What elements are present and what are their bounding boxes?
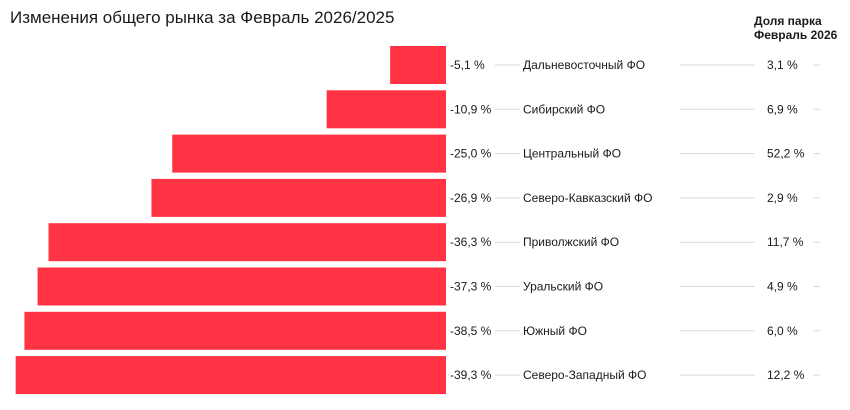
bar-8 bbox=[15, 356, 446, 395]
label-backdrop-8-3 bbox=[755, 367, 813, 384]
label-backdrop-1-3 bbox=[755, 57, 813, 73]
value-label-1: -5,1 % bbox=[450, 58, 485, 72]
label-backdrop-5-3 bbox=[755, 234, 813, 251]
bar-6 bbox=[37, 267, 446, 306]
region-label-3: Центральный ФО bbox=[523, 147, 621, 161]
bar-4 bbox=[151, 178, 446, 217]
region-label-7: Южный ФО bbox=[523, 324, 587, 338]
share-label-1: 3,1 % bbox=[767, 58, 798, 72]
share-label-8: 12,2 % bbox=[767, 368, 805, 382]
label-backdrop-2-1 bbox=[449, 101, 495, 118]
region-label-8: Северо-Западный ФО bbox=[523, 368, 646, 382]
bar-7 bbox=[24, 311, 447, 350]
bar-5 bbox=[48, 223, 446, 262]
share-label-7: 6,0 % bbox=[767, 324, 798, 338]
share-label-2: 6,9 % bbox=[767, 102, 798, 116]
value-label-4: -26,9 % bbox=[450, 191, 492, 205]
share-header-line-2: Февраль 2026 bbox=[754, 28, 838, 42]
bar-3 bbox=[172, 134, 446, 173]
label-backdrop-2-3 bbox=[755, 101, 813, 118]
label-backdrop-7-1 bbox=[449, 322, 495, 339]
label-backdrop-8-2 bbox=[520, 367, 680, 384]
label-backdrop-7-2 bbox=[520, 322, 680, 339]
share-label-3: 52,2 % bbox=[767, 147, 805, 161]
bar-1 bbox=[390, 46, 446, 84]
value-label-3: -25,0 % bbox=[450, 147, 492, 161]
label-backdrop-8-1 bbox=[449, 367, 495, 384]
label-backdrop-2-2 bbox=[520, 101, 680, 118]
label-backdrop-3-2 bbox=[520, 145, 680, 162]
label-backdrop-7-3 bbox=[755, 322, 813, 339]
label-backdrop-4-2 bbox=[520, 189, 680, 206]
label-backdrop-1-2 bbox=[520, 57, 680, 73]
value-label-6: -37,3 % bbox=[450, 280, 492, 294]
region-label-2: Сибирский ФО bbox=[523, 102, 605, 116]
label-backdrop-3-3 bbox=[755, 145, 813, 162]
region-label-6: Уральский ФО bbox=[523, 280, 603, 294]
label-backdrop-4-3 bbox=[755, 189, 813, 206]
label-backdrop-4-1 bbox=[449, 189, 495, 206]
share-label-4: 2,9 % bbox=[767, 191, 798, 205]
label-backdrop-5-2 bbox=[520, 234, 680, 251]
region-label-5: Приволжский ФО bbox=[523, 235, 619, 249]
share-column-header: Доля парка Февраль 2026 bbox=[754, 14, 837, 42]
chart-title: Изменения общего рынка за Февраль 2026/2… bbox=[10, 8, 395, 27]
label-backdrop-5-1 bbox=[449, 234, 495, 251]
label-backdrop-6-1 bbox=[449, 278, 495, 295]
bar-2 bbox=[326, 90, 446, 129]
value-label-5: -36,3 % bbox=[450, 235, 492, 249]
share-header-line-1: Доля парка bbox=[754, 14, 822, 28]
region-label-4: Северо-Кавказский ФО bbox=[523, 191, 653, 205]
value-label-2: -10,9 % bbox=[450, 102, 492, 116]
share-label-6: 4,9 % bbox=[767, 280, 798, 294]
share-label-5: 11,7 % bbox=[767, 235, 804, 249]
region-label-1: Дальневосточный ФО bbox=[523, 58, 645, 72]
label-backdrop-6-3 bbox=[755, 278, 813, 295]
label-backdrop-1-1 bbox=[449, 57, 495, 73]
value-label-7: -38,5 % bbox=[450, 324, 492, 338]
label-backdrop-3-1 bbox=[449, 145, 495, 162]
value-label-8: -39,3 % bbox=[450, 368, 492, 382]
label-backdrop-6-2 bbox=[520, 278, 680, 295]
